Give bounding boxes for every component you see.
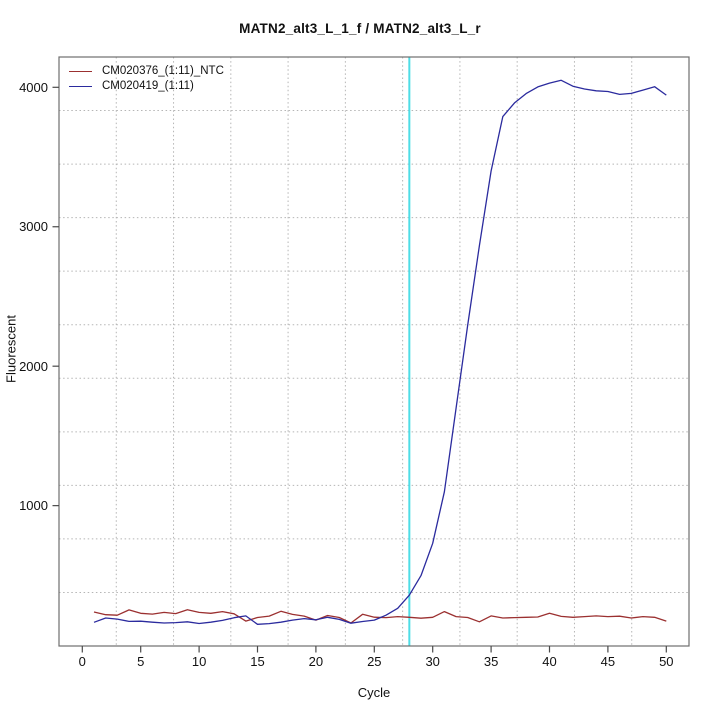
legend: CM020376_(1:11)_NTC CM020419_(1:11) <box>69 64 224 94</box>
legend-label-ntc: CM020376_(1:11)_NTC <box>102 65 224 77</box>
x-tick-label: 40 <box>542 654 557 669</box>
plot-box <box>58 56 690 647</box>
legend-line-swatch-sample <box>69 86 92 87</box>
amplification-curves <box>93 79 667 625</box>
y-tick-label: 4000 <box>19 79 48 95</box>
x-axis-label: Cycle <box>357 685 391 700</box>
y-tick-label: 1000 <box>19 498 48 514</box>
y-tick-label: 2000 <box>19 358 48 374</box>
x-tick-label: 25 <box>367 654 382 669</box>
x-tick-label: 5 <box>137 654 145 669</box>
x-tick-label: 0 <box>78 654 86 669</box>
x-tick-label: 15 <box>250 654 265 669</box>
legend-label-sample: CM020419_(1:11) <box>102 80 194 92</box>
x-tick-label: 50 <box>659 654 674 669</box>
axis-tick-marks <box>52 86 667 653</box>
grid-lines <box>59 57 689 646</box>
x-tick-label: 35 <box>483 654 499 669</box>
legend-line-swatch-ntc <box>69 71 92 72</box>
x-tick-label: 45 <box>600 654 616 669</box>
y-axis-label: Fluorescent <box>3 315 19 383</box>
chart-title: MATN2_alt3_L_1_f / MATN2_alt3_L_r <box>239 21 481 36</box>
x-tick-label: 20 <box>308 654 324 669</box>
legend-item-ntc: CM020376_(1:11)_NTC <box>69 64 224 79</box>
x-tick-label: 30 <box>425 654 440 669</box>
legend-item-sample: CM020419_(1:11) <box>69 79 224 94</box>
x-tick-label: 10 <box>191 654 207 669</box>
y-tick-label: 3000 <box>19 219 48 235</box>
